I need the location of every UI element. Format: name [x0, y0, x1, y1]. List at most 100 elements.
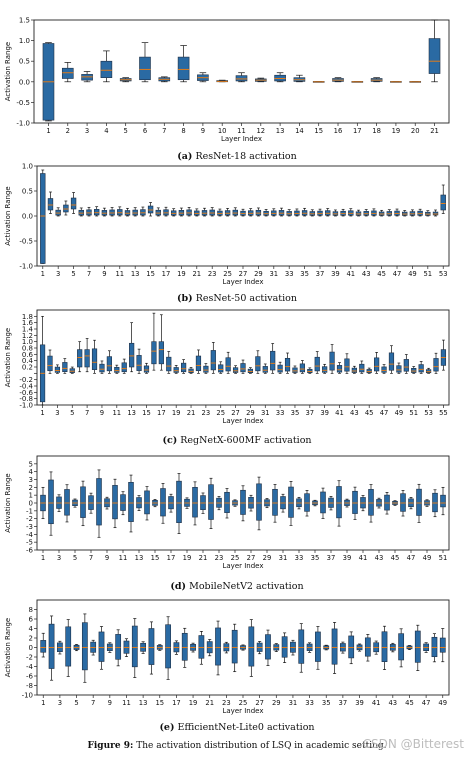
- box-layer-40: [352, 490, 358, 514]
- x-tick-label-c: 15: [142, 409, 151, 417]
- x-tick-label-c: 11: [112, 409, 121, 417]
- y-tick-label-c: 0.2: [22, 364, 33, 372]
- x-tick-label-b: 23: [208, 270, 217, 278]
- x-tick-label-b: 45: [377, 270, 386, 278]
- box-layer-34: [315, 631, 321, 662]
- box-layer-1: [40, 173, 46, 264]
- x-tick-label-d: 13: [135, 554, 144, 562]
- box-layer-48: [416, 488, 422, 516]
- box-layer-44: [359, 363, 365, 373]
- x-tick-label-a: 4: [104, 127, 108, 135]
- y-tick-label-d: -6: [26, 547, 34, 555]
- y-tick-label-c: 1.0: [22, 338, 33, 346]
- plot-frame-a: [33, 19, 450, 124]
- x-tick-label-a: 2: [66, 127, 70, 135]
- subcaption-e: (e) EfficientNet-Lite0 activation: [159, 722, 315, 733]
- y-tick-label-e: -2: [26, 654, 33, 662]
- box-layer-10: [112, 485, 118, 520]
- x-tick-label-e: 47: [422, 699, 431, 707]
- x-tick-label-d: 23: [215, 554, 224, 562]
- x-tick-label-c: 43: [350, 409, 359, 417]
- box-layer-30: [255, 356, 261, 372]
- box-layer-46: [414, 630, 421, 663]
- y-tick-label-b: -1.0: [19, 263, 33, 271]
- figure-caption-text: The activation distribution of LSQ in ac…: [136, 741, 387, 751]
- x-tick-label-c: 25: [216, 409, 225, 417]
- x-tick-label-d: 37: [327, 554, 336, 562]
- box-layer-38: [314, 356, 320, 372]
- box-layer-48: [431, 636, 438, 658]
- box-layer-52: [418, 364, 424, 373]
- box-layer-42: [381, 631, 388, 662]
- box-layer-54: [433, 358, 439, 372]
- box-layer-18: [166, 356, 172, 372]
- x-tick-label-c: 47: [380, 409, 389, 417]
- x-tick-label-a: 10: [218, 127, 227, 135]
- y-axis-label-e: Activation Range: [4, 618, 12, 677]
- x-tick-label-d: 17: [167, 554, 176, 562]
- box-layer-39: [322, 366, 328, 373]
- x-tick-label-b: 53: [439, 270, 448, 278]
- y-tick-label-e: 8: [29, 606, 33, 614]
- x-tick-label-a: 13: [276, 127, 285, 135]
- box-layer-47: [381, 366, 387, 373]
- box-layer-22: [195, 355, 202, 372]
- y-tick-label-a: 1.5: [19, 17, 30, 25]
- y-tick-label-a: -0.5: [16, 99, 30, 107]
- box-layer-30: [281, 636, 288, 658]
- x-tick-label-d: 5: [73, 554, 77, 562]
- box-layer-14: [144, 490, 150, 515]
- x-tick-label-d: 27: [247, 554, 256, 562]
- y-tick-label-d: -5: [26, 539, 33, 547]
- box-layer-11: [114, 366, 120, 373]
- box-layer-28: [265, 634, 271, 660]
- x-tick-label-c: 27: [231, 409, 240, 417]
- y-tick-label-e: -10: [22, 692, 33, 700]
- x-tick-label-b: 31: [269, 270, 278, 278]
- x-tick-label-e: 27: [255, 699, 264, 707]
- y-tick-label-e: 0: [29, 644, 33, 652]
- y-tick-label-c: 1.6: [22, 319, 34, 327]
- box-layer-20: [198, 635, 205, 659]
- box-layer-26: [240, 489, 246, 515]
- x-tick-label-d: 7: [89, 554, 93, 562]
- y-tick-label-d: -2: [26, 515, 33, 523]
- box-layer-53: [440, 194, 446, 211]
- box-layer-18: [181, 632, 188, 661]
- box-layer-38: [348, 635, 355, 659]
- x-tick-label-d: 31: [279, 554, 288, 562]
- x-tick-label-c: 5: [70, 409, 74, 417]
- x-tick-label-b: 9: [102, 270, 106, 278]
- x-tick-label-e: 5: [74, 699, 78, 707]
- x-tick-label-e: 33: [305, 699, 314, 707]
- x-tick-label-b: 11: [115, 270, 124, 278]
- box-layer-17: [158, 341, 164, 365]
- x-tick-label-b: 17: [162, 270, 171, 278]
- y-tick-label-a: 0.0: [19, 78, 30, 86]
- y-tick-label-b: 0.5: [22, 188, 33, 196]
- x-tick-label-b: 7: [87, 270, 91, 278]
- x-tick-label-c: 21: [187, 409, 196, 417]
- box-layer-10: [106, 356, 112, 372]
- x-tick-label-b: 1: [41, 270, 45, 278]
- box-layer-2: [47, 198, 54, 211]
- box-layer-26: [248, 626, 255, 667]
- box-layer-43: [351, 367, 357, 373]
- y-axis-label-a: Activation Range: [4, 42, 12, 101]
- box-layer-8: [177, 56, 190, 81]
- box-layer-9: [99, 363, 105, 373]
- x-tick-label-e: 35: [322, 699, 331, 707]
- y-tick-label-d: -4: [26, 531, 34, 539]
- x-tick-label-c: 19: [172, 409, 181, 417]
- x-tick-label-c: 55: [439, 409, 448, 417]
- plot-frame-c: [36, 309, 450, 406]
- x-tick-label-e: 25: [239, 699, 248, 707]
- x-tick-label-e: 15: [155, 699, 164, 707]
- x-tick-label-d: 3: [57, 554, 61, 562]
- x-tick-label-e: 7: [91, 699, 95, 707]
- box-layer-14: [148, 628, 155, 665]
- box-layer-19: [173, 367, 179, 373]
- box-layer-37: [307, 368, 313, 374]
- box-layer-2: [48, 479, 54, 525]
